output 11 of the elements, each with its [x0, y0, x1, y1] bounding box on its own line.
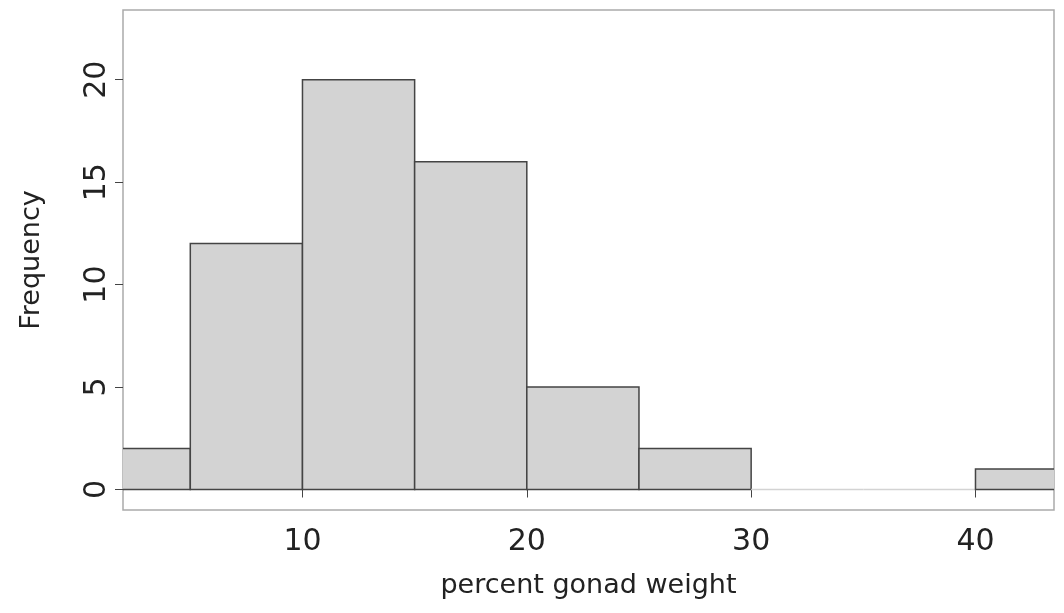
y-tick-label: 0	[76, 479, 112, 500]
y-tick-label: 5	[76, 377, 112, 397]
y-tick-label: 20	[76, 60, 112, 99]
y-axis-title: Frequency	[14, 190, 45, 330]
x-tick-label: 40	[956, 521, 995, 557]
x-axis-title: percent gonad weight	[440, 568, 737, 599]
x-tick-label: 30	[732, 521, 771, 557]
x-tick-label: 20	[507, 521, 546, 557]
y-tick-label: 15	[76, 163, 112, 202]
x-tick-label: 10	[283, 521, 322, 557]
y-tick-label: 10	[76, 265, 112, 304]
